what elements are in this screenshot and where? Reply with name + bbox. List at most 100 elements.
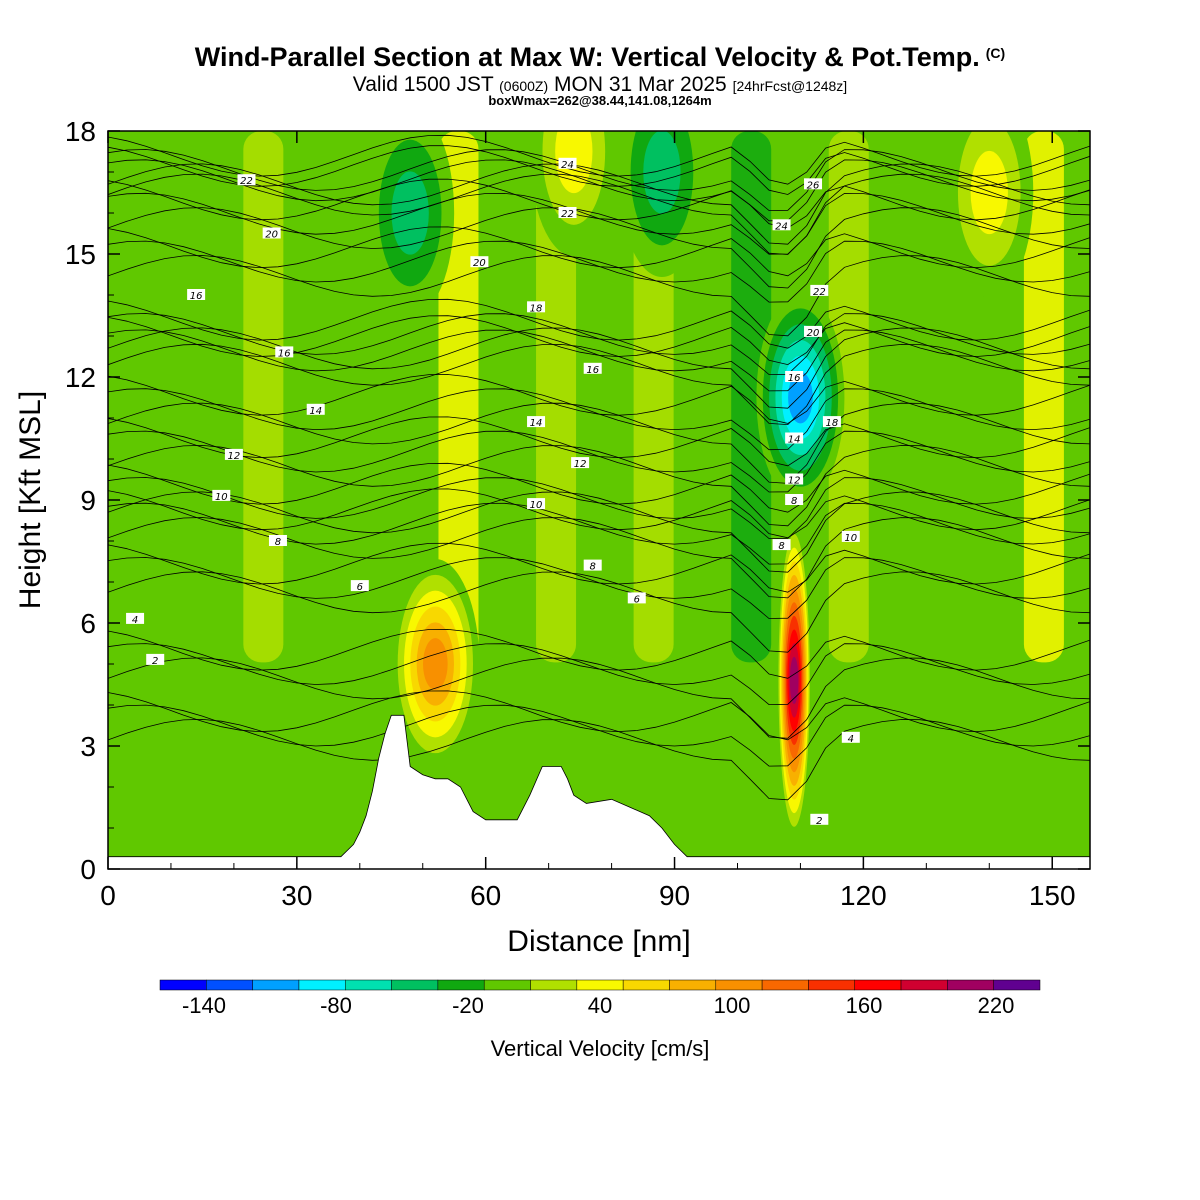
svg-text:16: 16 bbox=[586, 365, 599, 376]
colorbar-swatch bbox=[206, 979, 253, 991]
svg-text:22: 22 bbox=[561, 209, 574, 220]
theta-contour-label: 20 bbox=[470, 256, 489, 269]
field-streak bbox=[536, 131, 577, 663]
y-tick-label: 18 bbox=[65, 116, 96, 147]
svg-text:20: 20 bbox=[473, 258, 486, 269]
svg-text:2: 2 bbox=[816, 816, 822, 827]
svg-text:22: 22 bbox=[240, 176, 253, 187]
theta-contour-line bbox=[108, 145, 1090, 195]
colorbar-swatch bbox=[530, 979, 578, 991]
y-tick-label: 9 bbox=[80, 485, 96, 516]
x-tick-label: 30 bbox=[281, 880, 312, 911]
svg-text:8: 8 bbox=[590, 562, 596, 573]
colorbar-swatch bbox=[761, 979, 809, 991]
svg-text:12: 12 bbox=[788, 476, 801, 487]
field-streak bbox=[340, 131, 381, 663]
colorbar-tick-label: 40 bbox=[587, 993, 613, 1018]
svg-text:16: 16 bbox=[788, 373, 801, 384]
theta-contour-line bbox=[108, 416, 1090, 467]
theta-contour-label: 16 bbox=[187, 289, 206, 302]
theta-contour-label: 2 bbox=[810, 813, 829, 827]
theta-contour-label: 18 bbox=[822, 416, 841, 429]
downdraft-level bbox=[643, 131, 681, 214]
theta-contours bbox=[108, 134, 1090, 801]
theta-contour-label: 18 bbox=[527, 301, 546, 314]
svg-text:8: 8 bbox=[275, 537, 281, 548]
colorbar-label: Vertical Velocity [cm/s] bbox=[490, 1036, 710, 1061]
svg-text:16: 16 bbox=[190, 291, 203, 302]
theta-contour-line bbox=[108, 462, 1090, 513]
theta-contour-label: 16 bbox=[275, 346, 294, 359]
field-streak bbox=[145, 131, 186, 663]
theta-contour-label: 4 bbox=[126, 612, 145, 626]
svg-text:16: 16 bbox=[278, 348, 291, 359]
svg-text:4: 4 bbox=[132, 615, 138, 626]
colorbar-swatch bbox=[947, 979, 994, 991]
colorbar-tick-label: 160 bbox=[845, 993, 883, 1018]
y-tick-label: 6 bbox=[80, 608, 96, 639]
y-tick-label: 15 bbox=[65, 239, 96, 270]
colorbar-swatch bbox=[437, 979, 485, 991]
x-tick-label: 90 bbox=[659, 880, 690, 911]
svg-text:20: 20 bbox=[807, 328, 820, 339]
svg-text:18: 18 bbox=[826, 418, 839, 429]
theta-contour-label: 22 bbox=[237, 174, 256, 187]
svg-text:14: 14 bbox=[530, 418, 543, 429]
theta-contour-line bbox=[108, 315, 1090, 366]
velocity-field bbox=[108, 131, 1090, 869]
svg-text:4: 4 bbox=[848, 734, 854, 745]
field-streak bbox=[926, 131, 967, 663]
theta-contour-label: 10 bbox=[841, 530, 860, 544]
x-tick-label: 0 bbox=[100, 880, 116, 911]
colorbar-tick-label: -80 bbox=[320, 993, 352, 1018]
colorbar-swatch bbox=[298, 979, 346, 991]
colorbar-swatch bbox=[483, 979, 531, 991]
field-streak bbox=[828, 131, 869, 663]
theta-contour-label: 26 bbox=[804, 178, 823, 191]
theta-contour-label: 20 bbox=[262, 227, 281, 241]
svg-text:14: 14 bbox=[788, 435, 801, 446]
x-tick-label: 60 bbox=[470, 880, 501, 911]
svg-text:22: 22 bbox=[813, 287, 826, 298]
x-tick-label: 150 bbox=[1029, 880, 1076, 911]
colorbar-tick-label: -20 bbox=[452, 993, 484, 1018]
theta-contour-label: 16 bbox=[583, 362, 602, 376]
theta-contour-line bbox=[108, 178, 1090, 229]
theta-contour-label: 8 bbox=[772, 539, 791, 552]
svg-text:12: 12 bbox=[574, 459, 587, 470]
theta-contour-label: 10 bbox=[212, 489, 231, 503]
theta-contour-labels: 2244668888101010121212141414161616161818… bbox=[126, 157, 860, 827]
svg-text:2: 2 bbox=[152, 656, 158, 667]
chart-box-info: boxWmax=262@38.44,141.08,1264m bbox=[488, 93, 712, 108]
colorbar-swatch bbox=[159, 979, 207, 991]
theta-contour-label: 22 bbox=[810, 284, 829, 298]
colorbar-swatch bbox=[669, 979, 717, 991]
theta-contour-label: 22 bbox=[558, 207, 577, 220]
colorbar-swatch bbox=[391, 979, 439, 991]
colorbar-tick-label: 220 bbox=[977, 993, 1015, 1018]
colorbar-swatch bbox=[993, 979, 1041, 991]
theta-contour-label: 16 bbox=[785, 371, 804, 384]
field-streak bbox=[243, 131, 284, 663]
theta-contour-label: 12 bbox=[224, 448, 243, 462]
y-tick-label: 0 bbox=[80, 854, 96, 885]
theta-contour-label: 8 bbox=[785, 494, 804, 507]
colorbar-swatch bbox=[622, 979, 670, 991]
terrain-profile bbox=[108, 714, 1090, 869]
theta-contour-label: 20 bbox=[804, 325, 823, 339]
updraft-level bbox=[423, 638, 448, 690]
svg-text:26: 26 bbox=[807, 180, 820, 191]
theta-contour-label: 4 bbox=[841, 731, 860, 745]
svg-text:10: 10 bbox=[215, 492, 228, 503]
theta-contour-line bbox=[108, 628, 1090, 679]
y-tick-label: 12 bbox=[65, 362, 96, 393]
axes: 0 30 60 90 120 150 0 3 6 9 12 15 18 Distance [nm] Heig… bbox=[14, 116, 1090, 958]
copyright-mark: (C) bbox=[985, 45, 1006, 61]
svg-text:24: 24 bbox=[561, 160, 574, 171]
theta-contour-label: 2 bbox=[146, 653, 165, 667]
theta-contour-label: 14 bbox=[785, 432, 804, 446]
theta-contour-line bbox=[108, 488, 1090, 539]
svg-text:8: 8 bbox=[778, 541, 784, 552]
theta-contour-line bbox=[108, 134, 1090, 185]
theta-contour-line bbox=[108, 298, 1090, 349]
